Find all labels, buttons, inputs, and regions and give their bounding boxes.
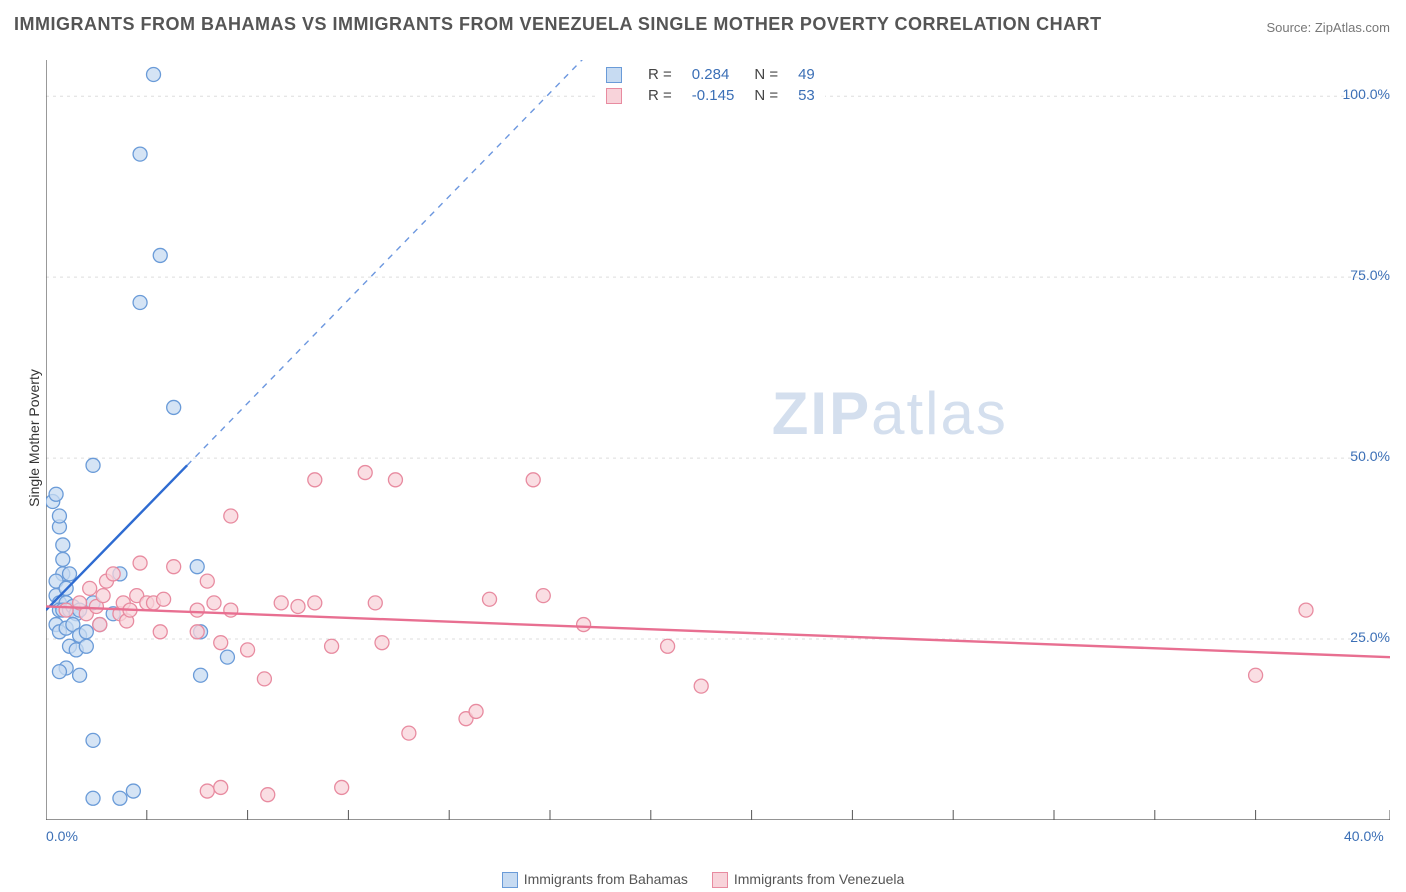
source-label: Source: <box>1266 20 1314 35</box>
chart-title: IMMIGRANTS FROM BAHAMAS VS IMMIGRANTS FR… <box>14 14 1102 35</box>
y-tick-label: 50.0% <box>1350 448 1390 464</box>
y-axis-label-wrap: Single Mother Poverty <box>14 60 34 820</box>
r-value: 0.284 <box>682 64 745 85</box>
y-tick-label: 100.0% <box>1343 86 1390 102</box>
legend-item: Immigrants from Venezuela <box>712 871 904 888</box>
x-tick-label: 0.0% <box>46 828 78 844</box>
n-value: 53 <box>788 85 825 106</box>
legend-label: Immigrants from Venezuela <box>734 871 904 887</box>
legend-swatch <box>606 67 622 83</box>
y-tick-label: 75.0% <box>1350 267 1390 283</box>
correlation-legend: R =0.284N =49 R =-0.145N =53 <box>596 64 825 106</box>
n-value: 49 <box>788 64 825 85</box>
r-value: -0.145 <box>682 85 745 106</box>
chart-container: IMMIGRANTS FROM BAHAMAS VS IMMIGRANTS FR… <box>0 0 1406 892</box>
legend-item: Immigrants from Bahamas <box>502 871 688 888</box>
legend-label: Immigrants from Bahamas <box>524 871 688 887</box>
n-label: N = <box>744 64 788 85</box>
series-legend: Immigrants from Bahamas Immigrants from V… <box>0 871 1406 888</box>
r-label: R = <box>638 85 682 106</box>
y-axis-label: Single Mother Poverty <box>26 338 42 538</box>
y-tick-label: 25.0% <box>1350 629 1390 645</box>
source-credit: Source: ZipAtlas.com <box>1266 20 1390 35</box>
legend-swatch <box>712 872 728 888</box>
legend-swatch <box>502 872 518 888</box>
x-tick-label: 40.0% <box>1344 828 1384 844</box>
r-label: R = <box>638 64 682 85</box>
source-link[interactable]: ZipAtlas.com <box>1315 20 1390 35</box>
scatter-plot <box>46 60 1390 820</box>
n-label: N = <box>744 85 788 106</box>
legend-swatch <box>606 88 622 104</box>
